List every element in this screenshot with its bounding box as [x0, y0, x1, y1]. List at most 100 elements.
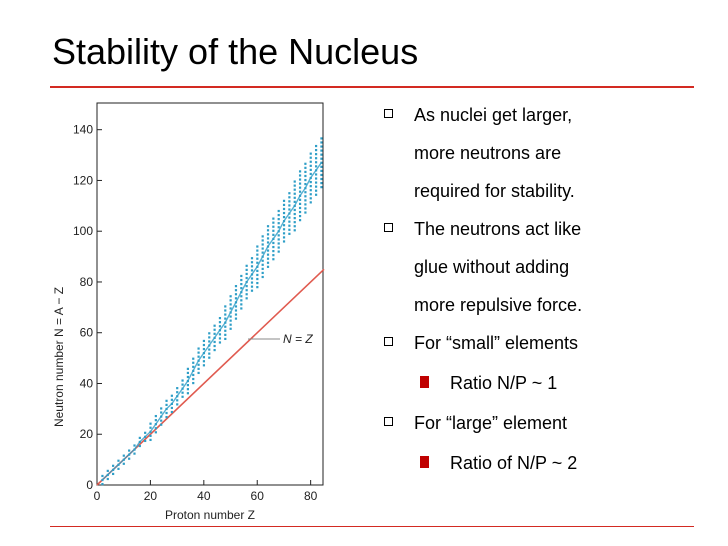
stable-nuclide-point [314, 148, 318, 152]
stable-nuclide-point [186, 367, 189, 370]
stable-nuclide-point [128, 449, 131, 452]
stable-nuclide-point [277, 234, 280, 237]
stable-nuclide-point [298, 219, 302, 222]
stable-nuclide-point [309, 160, 312, 163]
stable-nuclide-point [202, 347, 206, 351]
filled-square-bullet-icon [420, 376, 429, 388]
stable-nuclide-point [240, 278, 243, 282]
y-tick-label: 120 [73, 173, 93, 187]
stable-nuclide-point [304, 174, 307, 178]
stable-nuclide-point [192, 373, 195, 377]
stable-nuclide-point [186, 384, 189, 387]
stable-nuclide-point [304, 203, 307, 206]
stable-nuclide-point [133, 444, 136, 447]
stable-nuclide-point [218, 321, 222, 324]
stable-nuclide-point [293, 212, 296, 216]
y-tick-label: 20 [80, 427, 94, 441]
stable-nuclide-point [229, 319, 232, 322]
stable-nuclide-point [309, 193, 312, 196]
bullet-item: For “large” element [384, 404, 714, 442]
stable-nuclide-point [224, 305, 227, 308]
x-axis-label: Proton number Z [165, 508, 255, 522]
stable-nuclide-point [256, 253, 259, 256]
stable-nuclide-point [192, 377, 195, 381]
x-tick-label: 0 [94, 489, 101, 503]
stable-nuclide-point [293, 180, 296, 183]
stable-nuclide-point [261, 251, 264, 254]
stable-nuclide-point [202, 360, 206, 363]
stable-nuclide-point [314, 157, 318, 160]
stable-nuclide-point [218, 333, 222, 336]
stable-nuclide-point [256, 286, 259, 289]
plot-frame [96, 102, 324, 486]
stable-nuclide-point [245, 285, 248, 288]
stable-nuclide-point [208, 336, 211, 339]
stable-nuclide-point [320, 181, 323, 185]
stable-nuclide-point [272, 254, 275, 257]
stable-nuclide-point [282, 203, 286, 207]
stable-nuclide-point [128, 457, 131, 460]
y-tick-label: 80 [80, 275, 94, 289]
stable-nuclide-point [170, 394, 173, 397]
bullet-text: For “large” element [414, 413, 568, 433]
stable-nuclide-point [277, 222, 280, 225]
hollow-square-bullet-icon [384, 223, 393, 232]
stable-nuclide-point [288, 208, 291, 211]
stable-nuclide-point [186, 371, 189, 375]
stable-nuclide-point [165, 415, 168, 419]
stable-nuclide-point [218, 337, 222, 340]
stable-nuclide-point [218, 341, 222, 344]
stable-nuclide-point [229, 327, 232, 330]
stable-nuclide-point [245, 276, 248, 280]
stable-nuclide-point [261, 275, 264, 279]
stable-nuclide-point [154, 414, 157, 418]
bullet-text: As nuclei get larger, more neutrons are re… [414, 105, 575, 201]
x-tick-label: 20 [144, 489, 158, 503]
stable-nuclide-point [224, 337, 227, 341]
stable-nuclide-point [112, 472, 115, 476]
stable-nuclide-point [261, 247, 264, 250]
stable-nuclide-point [149, 438, 152, 442]
stable-nuclide-point [250, 261, 254, 264]
stable-nuclide-point [165, 403, 168, 407]
stable-nuclide-point [224, 317, 227, 320]
stable-nuclide-point [282, 215, 286, 219]
stable-nuclide-point [314, 193, 318, 196]
stable-nuclide-point [272, 258, 275, 261]
stable-nuclide-point [176, 387, 179, 390]
stable-nuclide-point [250, 257, 254, 260]
stable-nuclide-point [192, 381, 195, 385]
stable-nuclide-point [272, 233, 275, 236]
stable-nuclide-point [298, 178, 302, 181]
stable-nuclide-point [197, 355, 200, 358]
bullet-text: Ratio N/P ~ 1 [450, 373, 558, 393]
stable-nuclide-point [245, 293, 248, 296]
stable-nuclide-point [320, 186, 323, 189]
stable-nuclide-point [154, 419, 157, 422]
stable-nuclide-point [240, 274, 243, 278]
stable-nuclide-point [298, 186, 302, 189]
stable-nuclide-point [250, 269, 254, 272]
stable-nuclide-point [309, 152, 312, 155]
stable-nuclide-point [272, 245, 275, 249]
stable-nuclide-point [277, 213, 280, 217]
stable-nuclide-point [202, 356, 206, 359]
stable-nuclide-point [117, 467, 120, 470]
stable-nuclide-point [160, 407, 163, 410]
stable-nuclide-point [304, 195, 307, 198]
y-tick-label: 140 [73, 123, 93, 137]
stable-nuclide-point [266, 265, 270, 268]
stable-nuclide-point [213, 332, 216, 335]
stable-nuclide-point [282, 211, 286, 215]
stable-nuclide-point [272, 225, 275, 228]
stable-nuclide-point [288, 220, 291, 223]
stable-nuclide-point [298, 202, 302, 205]
stable-nuclide-point [298, 182, 302, 185]
stable-nuclide-point [170, 410, 173, 414]
stable-nuclide-point [309, 180, 312, 184]
stable-nuclide-point [208, 356, 211, 359]
stable-nuclide-point [245, 289, 248, 292]
stable-nuclide-point [261, 235, 264, 238]
stable-nuclide-point [320, 137, 323, 140]
stable-nuclide-point [122, 454, 125, 457]
